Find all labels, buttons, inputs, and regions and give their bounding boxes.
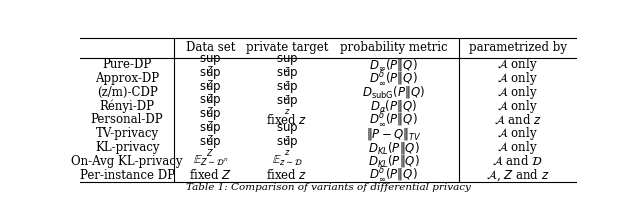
Text: $\mathbb{E}_{z\sim\mathcal{D}}$: $\mathbb{E}_{z\sim\mathcal{D}}$ [272,154,302,168]
Text: $\mathcal{A}$ only: $\mathcal{A}$ only [497,125,538,142]
Text: Per-instance DP: Per-instance DP [79,169,175,182]
Text: fixed $Z$: fixed $Z$ [189,168,232,182]
Text: On-Avg KL-privacy: On-Avg KL-privacy [72,155,183,168]
Text: $D_{KL}(P\|Q)$: $D_{KL}(P\|Q)$ [368,140,420,155]
Text: $\mathcal{A}$ only: $\mathcal{A}$ only [497,70,538,87]
Text: $\sup_Z$: $\sup_Z$ [199,109,221,131]
Text: $\sup_Z$: $\sup_Z$ [199,54,221,76]
Text: $D_\infty(P\|Q)$: $D_\infty(P\|Q)$ [369,57,418,73]
Text: $\mathcal{A}$ only: $\mathcal{A}$ only [497,139,538,156]
Text: Rényi-DP: Rényi-DP [100,99,155,113]
Text: $\|P - Q\|_{TV}$: $\|P - Q\|_{TV}$ [366,126,422,142]
Text: $\sup_z$: $\sup_z$ [276,68,298,89]
Text: $D_{\mathrm{subG}}(P\|Q)$: $D_{\mathrm{subG}}(P\|Q)$ [362,84,425,100]
Text: $D_\alpha(P\|Q)$: $D_\alpha(P\|Q)$ [370,98,417,114]
Text: TV-privacy: TV-privacy [95,127,159,140]
Text: $\mathcal{A}$ only: $\mathcal{A}$ only [497,56,538,73]
Text: $\sup_z$: $\sup_z$ [276,96,298,117]
Text: $\sup_z$: $\sup_z$ [276,82,298,103]
Text: $\sup_z$: $\sup_z$ [276,123,298,144]
Text: (z/m)-CDP: (z/m)-CDP [97,86,157,99]
Text: Personal-DP: Personal-DP [91,114,163,126]
Text: $\sup_Z$: $\sup_Z$ [199,81,221,104]
Text: $\mathcal{A}$ and $\mathcal{D}$: $\mathcal{A}$ and $\mathcal{D}$ [492,155,543,168]
Text: fixed $z$: fixed $z$ [266,168,308,182]
Text: $D_{KL}(P\|Q)$: $D_{KL}(P\|Q)$ [368,153,420,169]
Text: Approx-DP: Approx-DP [95,72,159,85]
Text: $\sup_Z$: $\sup_Z$ [199,95,221,118]
Text: $\mathcal{A}$ only: $\mathcal{A}$ only [497,84,538,101]
Text: Data set: Data set [186,41,235,54]
Text: $\sup_Z$: $\sup_Z$ [199,136,221,159]
Text: Table 1: Comparison of variants of differential privacy: Table 1: Comparison of variants of diffe… [186,183,470,192]
Text: $\sup_z$: $\sup_z$ [276,54,298,75]
Text: fixed $z$: fixed $z$ [266,113,308,127]
Text: Pure-DP: Pure-DP [102,58,152,72]
Text: $\sup_Z$: $\sup_Z$ [199,123,221,145]
Text: $\mathcal{A}$ and $z$: $\mathcal{A}$ and $z$ [493,113,541,127]
Text: $\mathcal{A}$, $Z$ and $z$: $\mathcal{A}$, $Z$ and $z$ [486,167,550,183]
Text: private target: private target [246,41,328,54]
Text: probability metric: probability metric [340,41,447,54]
Text: parametrized by: parametrized by [468,41,567,54]
Text: KL-privacy: KL-privacy [95,141,159,154]
Text: $\mathbb{E}_{Z\sim\mathcal{D}^n}$: $\mathbb{E}_{Z\sim\mathcal{D}^n}$ [193,154,228,168]
Text: $D_\infty^\delta(P\|Q)$: $D_\infty^\delta(P\|Q)$ [369,111,418,129]
Text: $D_\infty^\delta(P\|Q)$: $D_\infty^\delta(P\|Q)$ [369,166,418,184]
Text: $D_\infty^\delta(P\|Q)$: $D_\infty^\delta(P\|Q)$ [369,70,418,88]
Text: $\mathcal{A}$ only: $\mathcal{A}$ only [497,98,538,115]
Text: $\sup_z$: $\sup_z$ [276,137,298,158]
Text: $\sup_Z$: $\sup_Z$ [199,67,221,90]
